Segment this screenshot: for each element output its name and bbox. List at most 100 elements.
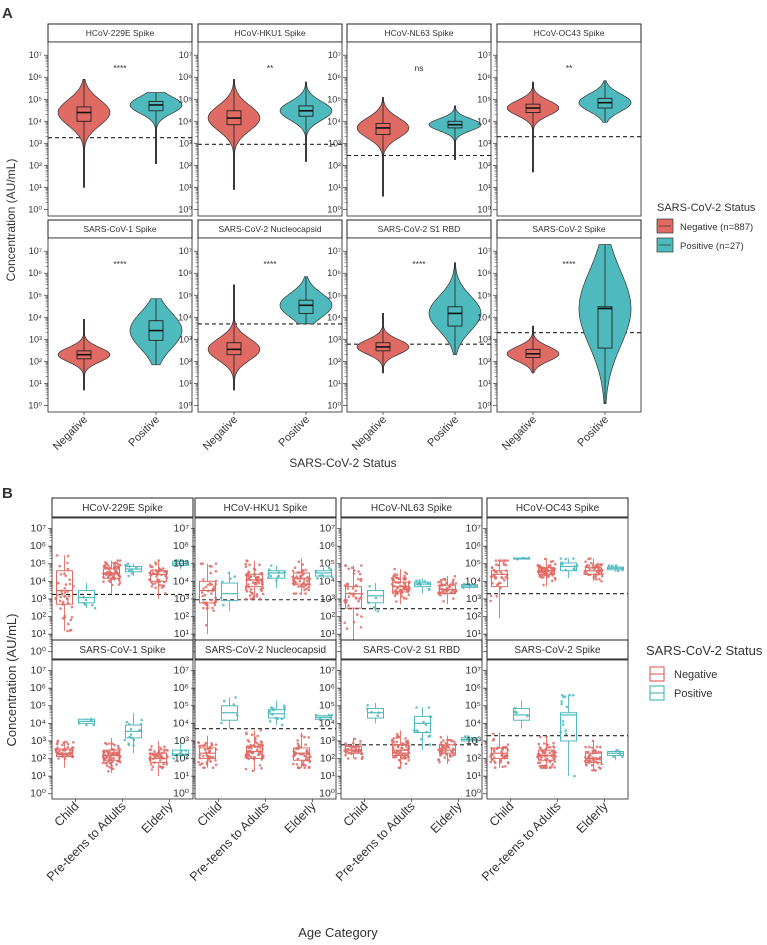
b-panel-sars-cov-2-nucleocapsid-pre-teens-to-adults-positive-point xyxy=(268,710,272,713)
b-panel-hcov-229e-spike-child-negative-point xyxy=(61,600,65,604)
b-panel-hcov-nl63-spike-child-negative-point xyxy=(357,599,360,603)
b-panel-hcov-229e-spike-child-positive-point xyxy=(93,606,97,610)
a-panel-hcov-nl63-spike-significance: ns xyxy=(415,63,424,73)
b-panel-hcov-hku1-spike-pre-teens-to-adults-negative-point xyxy=(249,575,253,578)
b-panel-hcov-229e-spike-child-negative-point xyxy=(61,617,65,620)
a-panel-sars-cov-2-nucleocapsid-ytick-label-2: 10² xyxy=(179,356,192,366)
b-panel-sars-cov-1-spike-elderly-negative-point xyxy=(158,759,162,762)
b-panel-sars-cov-2-s1-rbd-pre-teens-to-adults-negative-point xyxy=(396,732,399,736)
b-panel-sars-cov-2-s1-rbd-pre-teens-to-adults-negative-point xyxy=(395,736,398,739)
b-panel-sars-cov-2-spike-pre-teens-to-adults-negative-point xyxy=(542,765,545,769)
b-panel-sars-cov-2-nucleocapsid-ytick-label-2: 10² xyxy=(174,753,190,765)
b-panel-sars-cov-2-s1-rbd-pre-teens-to-adults-negative-point xyxy=(404,737,407,740)
b-panel-sars-cov-1-spike-elderly-negative-point xyxy=(162,762,165,766)
b-panel-sars-cov-2-s1-rbd-ytick-label-6: 10⁶ xyxy=(319,682,335,694)
b-panel-hcov-oc43-spike-pre-teens-to-adults-negative-point xyxy=(551,579,554,583)
b-panel-sars-cov-2-spike-strip xyxy=(486,639,629,660)
b-panel-hcov-229e-spike-pre-teens-to-adults-negative-point xyxy=(118,559,122,562)
b-panel-hcov-229e-spike-pre-teens-to-adults-negative-point xyxy=(107,564,110,567)
b-panel-hcov-229e-spike-child-negative-box xyxy=(56,570,73,605)
b-panel-hcov-229e-spike-child-negative-point xyxy=(66,554,70,558)
b-panel-sars-cov-2-s1-rbd-child-negative-point xyxy=(350,750,354,753)
b-panel-sars-cov-2-nucleocapsid-child-positive-point xyxy=(232,703,236,706)
b-panel-hcov-hku1-spike-elderly-negative-point xyxy=(301,573,304,576)
b-panel-sars-cov-2-spike-elderly-negative-point xyxy=(588,745,591,749)
b-panel-sars-cov-2-s1-rbd-child-negative-point xyxy=(359,739,362,743)
b-panel-hcov-hku1-spike-child-negative-point xyxy=(210,592,213,595)
b-panel-sars-cov-2-nucleocapsid-child-negative-point xyxy=(206,747,210,751)
b-panel-sars-cov-2-nucleocapsid-elderly-negative-point xyxy=(301,762,305,765)
legend-a-title: SARS-CoV-2 Status xyxy=(657,202,756,214)
b-panel-hcov-nl63-spike-elderly-negative-point xyxy=(453,574,457,578)
b-panel-hcov-229e-spike-child-negative-point xyxy=(66,598,69,601)
b-panel-sars-cov-1-spike-pre-teens-to-adults-negative-point xyxy=(101,761,105,765)
a-panel-sars-cov-2-nucleocapsid-plot-area xyxy=(197,237,343,413)
b-panel-hcov-nl63-spike-pre-teens-to-adults-negative-point xyxy=(400,592,403,595)
b-panel-sars-cov-1-spike-child-negative-point xyxy=(57,757,60,760)
b-panel-sars-cov-2-nucleocapsid-ytick-label-3: 10³ xyxy=(174,735,190,747)
b-panel-hcov-oc43-spike-child-negative-point xyxy=(502,559,506,562)
b-panel-sars-cov-2-spike-elderly-negative-point xyxy=(600,762,603,766)
b-panel-hcov-hku1-spike-pre-teens-to-adults-negative-point xyxy=(244,597,248,601)
b-panel-sars-cov-2-spike-pre-teens-to-adults-negative-point xyxy=(550,765,553,768)
b-panel-sars-cov-1-spike-pre-teens-to-adults-negative-point xyxy=(116,760,119,763)
b-panel-sars-cov-1-spike-elderly-negative-point xyxy=(163,745,166,749)
b-panel-hcov-hku1-spike-elderly-negative-point xyxy=(307,585,311,589)
b-panel-hcov-229e-spike-elderly-negative-point xyxy=(151,582,155,586)
b-panel-hcov-hku1-spike-child-negative-point xyxy=(203,593,207,597)
b-panel-hcov-nl63-spike-child-negative-point xyxy=(347,595,351,598)
b-panel-hcov-nl63-spike-child-positive-box xyxy=(367,590,384,604)
b-panel-sars-cov-2-spike-xtick-label-pre-teens-to-adults: Pre-teens to Adults xyxy=(479,799,564,884)
b-panel-sars-cov-1-spike-ytick-label-3: 10³ xyxy=(31,735,47,747)
b-panel-hcov-hku1-spike-elderly-negative-point xyxy=(293,566,297,569)
b-panel-hcov-oc43-spike-pre-teens-to-adults-positive-point xyxy=(559,557,563,560)
b-panel-hcov-hku1-spike-child-negative-point xyxy=(208,582,212,585)
b-panel-hcov-hku1-spike-pre-teens-to-adults-negative-point xyxy=(247,570,250,573)
b-panel-sars-cov-1-spike-elderly-negative-point xyxy=(158,746,162,749)
a-panel-hcov-nl63-spike-title: HCoV-NL63 Spike xyxy=(385,28,454,38)
b-panel-sars-cov-1-spike-ytick-label-5: 10⁵ xyxy=(30,700,46,712)
b-panel-hcov-229e-spike-pre-teens-to-adults-positive-point xyxy=(127,574,130,578)
b-panel-hcov-hku1-spike-child-negative-point xyxy=(214,570,218,573)
b-panel-sars-cov-2-s1-rbd-pre-teens-to-adults-positive-point xyxy=(427,706,431,709)
b-panel-sars-cov-1-spike-pre-teens-to-adults-negative-point xyxy=(116,744,120,748)
b-panel-sars-cov-2-nucleocapsid-child-negative-point xyxy=(200,762,204,765)
b-panel-hcov-hku1-spike-elderly-positive-point xyxy=(316,576,319,580)
b-panel-hcov-nl63-spike-child-positive-point xyxy=(374,596,378,600)
b-panel-hcov-229e-spike-elderly-negative-point xyxy=(158,583,162,587)
b-panel-hcov-nl63-spike-elderly-negative-point xyxy=(445,590,449,593)
b-panel-sars-cov-2-spike-child-negative-point xyxy=(506,761,510,764)
a-panel-sars-cov-1-spike-ytick-label-3: 10³ xyxy=(29,334,42,344)
b-panel-sars-cov-1-spike-pre-teens-to-adults-negative-point xyxy=(105,764,109,767)
b-panel-sars-cov-2-s1-rbd-elderly-negative-point xyxy=(453,740,456,743)
b-panel-hcov-oc43-spike-elderly-negative-point xyxy=(584,560,587,563)
b-panel-sars-cov-2-spike-child-negative-point xyxy=(494,761,497,765)
b-panel-hcov-oc43-spike-ytick-label-7: 10⁷ xyxy=(466,523,482,535)
a-panel-sars-cov-1-spike-ytick-label-6: 10⁶ xyxy=(28,268,42,278)
b-panel-sars-cov-2-s1-rbd-pre-teens-to-adults-negative-point xyxy=(394,751,398,755)
b-panel-sars-cov-2-s1-rbd-elderly-negative-point xyxy=(439,736,443,739)
b-panel-sars-cov-2-spike-ytick-label-3: 10³ xyxy=(466,735,482,747)
b-panel-sars-cov-2-s1-rbd-pre-teens-to-adults-negative-point xyxy=(403,752,407,755)
b-panel-sars-cov-2-spike-elderly-negative-point xyxy=(586,750,590,754)
b-panel-sars-cov-2-nucleocapsid-child-negative-point xyxy=(214,743,218,746)
a-panel-hcov-hku1-spike: HCoV-HKU1 Spike 10⁰ 10¹ 10² 10³ 10⁴ 10⁵ 10⁶ 10⁷ *… xyxy=(178,23,343,217)
b-panel-sars-cov-1-spike-pre-teens-to-adults-negative-point xyxy=(112,756,116,760)
b-panel-sars-cov-2-spike-pre-teens-to-adults-positive-point xyxy=(564,732,568,736)
b-panel-sars-cov-2-spike-pre-teens-to-adults-positive-point xyxy=(560,700,563,703)
b-panel-hcov-hku1-spike-elderly-negative-point xyxy=(302,581,306,584)
b-panel-hcov-nl63-spike-pre-teens-to-adults-negative-point xyxy=(396,592,399,595)
b-panel-sars-cov-2-s1-rbd-pre-teens-to-adults-negative-point xyxy=(400,746,403,750)
b-panel-sars-cov-2-nucleocapsid-child-negative-point xyxy=(204,744,207,747)
b-panel-sars-cov-2-s1-rbd-elderly-negative-point xyxy=(438,760,441,764)
b-panel-sars-cov-1-spike-pre-teens-to-adults-negative-point xyxy=(107,752,110,755)
b-panel-sars-cov-1-spike-ytick-label-2: 10² xyxy=(31,753,47,765)
b-panel-hcov-nl63-spike-pre-teens-to-adults-negative-point xyxy=(402,596,406,600)
b-panel-hcov-hku1-spike-child-negative-box xyxy=(199,580,216,604)
b-panel-hcov-229e-spike-child-negative-point xyxy=(57,581,60,585)
b-panel-sars-cov-2-spike-pre-teens-to-adults-negative-point xyxy=(553,766,556,769)
a-panel-sars-cov-1-spike-xtick-label-negative: Negative xyxy=(51,414,90,453)
a-panel-sars-cov-2-spike-xtick-label-positive: Positive xyxy=(575,414,611,450)
b-panel-hcov-oc43-spike-pre-teens-to-adults-negative-point xyxy=(540,570,543,574)
